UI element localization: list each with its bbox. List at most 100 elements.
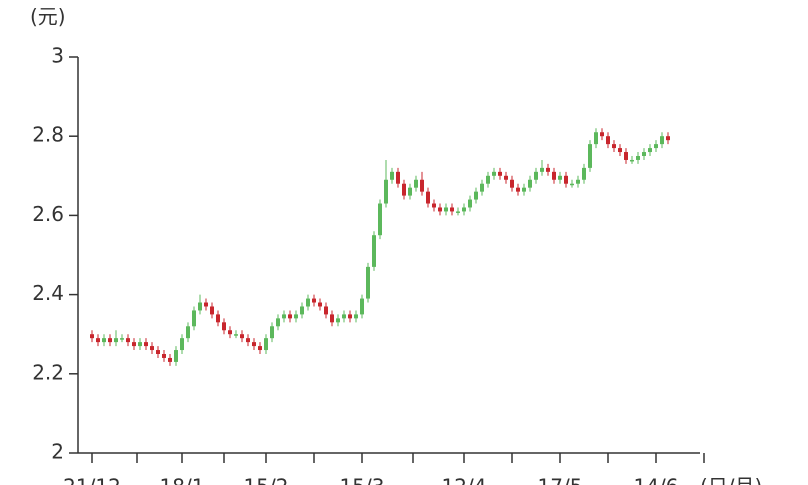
candle-body [180, 338, 184, 351]
candle-body [210, 306, 214, 315]
candle-body [570, 183, 574, 186]
candle-body [90, 334, 94, 339]
candle-body [342, 314, 346, 319]
candle-body [234, 334, 238, 336]
candle-body [486, 175, 490, 184]
candle-body [648, 148, 652, 153]
candle-body [294, 314, 298, 319]
candle-body [624, 152, 628, 160]
candle-body [474, 191, 478, 200]
candle-body [120, 338, 124, 340]
candle-body [114, 338, 118, 343]
y-tick-label: 2.8 [32, 123, 64, 147]
candle-body [600, 132, 604, 137]
candle-body [138, 342, 142, 347]
candle-body [528, 179, 532, 188]
candle-body [258, 346, 262, 351]
candle-body [444, 207, 448, 212]
x-tick-label: 14/6 [634, 475, 679, 485]
candle-body [384, 179, 388, 204]
candle-body [246, 338, 250, 343]
candle-body [432, 203, 436, 208]
y-axis-label: (元) [30, 5, 66, 29]
candle-body [312, 298, 316, 303]
x-axis-label: (日/月) [700, 475, 762, 485]
candle-body [612, 144, 616, 149]
candle-body [510, 179, 514, 188]
candle-body [642, 152, 646, 156]
y-tick-label: 3 [51, 44, 64, 68]
candle-body [102, 338, 106, 343]
candle-body [504, 175, 508, 180]
candle-body [666, 136, 670, 141]
candle-body [360, 298, 364, 315]
candle-body [408, 187, 412, 196]
x-tick-label: 18/1 [160, 475, 205, 485]
candle-body [366, 266, 370, 299]
candle-body [132, 342, 136, 347]
x-tick-label: 21/12 [63, 475, 121, 485]
candle-body [522, 187, 526, 192]
candle-body [594, 132, 598, 145]
candle-body [588, 144, 592, 168]
candle-body [654, 144, 658, 149]
candle-body [162, 354, 166, 358]
candle-body [498, 171, 502, 176]
candle-body [468, 199, 472, 208]
candle-body [390, 171, 394, 180]
candle-body [318, 302, 322, 307]
candle-body [126, 338, 130, 343]
candle-body [546, 167, 550, 172]
x-tick-label: 17/5 [538, 475, 583, 485]
candle-body [660, 136, 664, 145]
candle-body [216, 314, 220, 323]
candle-body [354, 314, 358, 319]
candle-body [378, 203, 382, 236]
candle-body [534, 171, 538, 180]
candle-body [156, 350, 160, 354]
candle-body [150, 346, 154, 351]
candle-body [108, 338, 112, 343]
candle-body [336, 318, 340, 323]
candle-body [558, 175, 562, 180]
candle-body [270, 326, 274, 339]
candle-body [240, 334, 244, 339]
candle-body [264, 338, 268, 351]
candle-body [576, 179, 580, 184]
candle-body [288, 314, 292, 319]
candle-body [582, 167, 586, 180]
candle-body [198, 302, 202, 311]
candle-body [168, 357, 172, 362]
candle-body [396, 171, 400, 184]
candle-body [462, 207, 466, 212]
candle-body [276, 318, 280, 327]
candle-body [426, 191, 430, 204]
candle-body [636, 156, 640, 160]
candle-body [174, 350, 178, 362]
candle-body [552, 171, 556, 180]
candle-body [516, 187, 520, 192]
candle-body [324, 306, 328, 315]
candle-body [480, 183, 484, 192]
y-tick-label: 2.2 [32, 360, 64, 384]
x-tick-label: 12/4 [442, 475, 487, 485]
x-tick-label: 15/2 [244, 475, 289, 485]
candle-body [330, 314, 334, 323]
x-tick-label: 15/3 [340, 475, 385, 485]
candle-body [204, 302, 208, 307]
candle-body [306, 298, 310, 307]
candle-body [144, 342, 148, 347]
candle-body [606, 136, 610, 145]
candle-body [300, 306, 304, 315]
candle-body [228, 330, 232, 335]
candle-body [492, 171, 496, 176]
candle-body [96, 338, 100, 343]
candle-body [222, 322, 226, 331]
candle-body [450, 207, 454, 212]
candle-body [192, 310, 196, 327]
candle-body [186, 326, 190, 339]
candle-body [540, 167, 544, 172]
candle-body [414, 179, 418, 188]
